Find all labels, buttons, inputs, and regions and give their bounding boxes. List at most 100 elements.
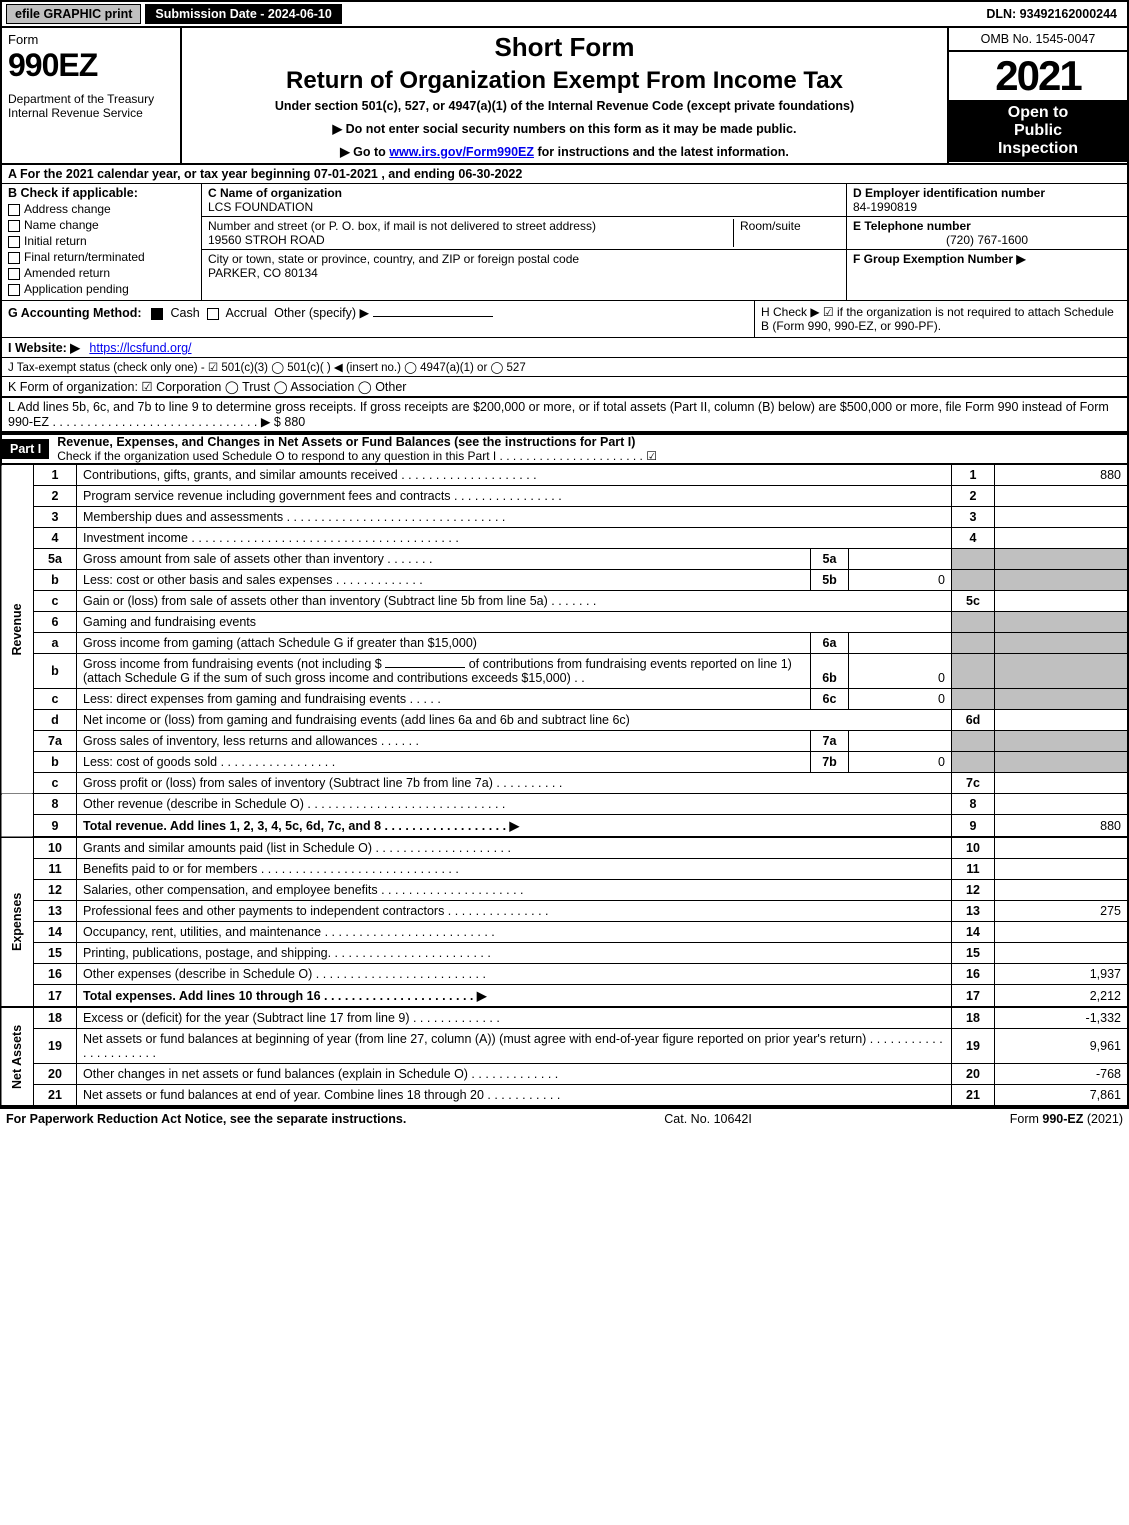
line-17-amount: 2,212 xyxy=(995,985,1129,1008)
footer-center: Cat. No. 10642I xyxy=(664,1112,752,1126)
line-5c-text: Gain or (loss) from sale of assets other… xyxy=(77,591,952,612)
department-text: Department of the Treasury Internal Reve… xyxy=(8,92,174,120)
line-5a-text: Gross amount from sale of assets other t… xyxy=(77,549,811,569)
line-1-text: Contributions, gifts, grants, and simila… xyxy=(77,465,952,486)
c-name-label: C Name of organization xyxy=(208,186,342,200)
line-7c-text: Gross profit or (loss) from sales of inv… xyxy=(77,773,952,794)
e-label: E Telephone number xyxy=(853,219,971,233)
part-i-title: Revenue, Expenses, and Changes in Net As… xyxy=(57,435,1127,449)
checkbox-cash[interactable] xyxy=(151,308,163,320)
line-j: J Tax-exempt status (check only one) - ☑… xyxy=(0,358,1129,377)
org-name: LCS FOUNDATION xyxy=(208,200,313,214)
omb-number: OMB No. 1545-0047 xyxy=(949,28,1127,52)
checkbox-accrual[interactable] xyxy=(207,308,219,320)
short-form-title: Short Form xyxy=(192,32,937,63)
line-11-text: Benefits paid to or for members . . . . … xyxy=(77,859,952,880)
c-street-label: Number and street (or P. O. box, if mail… xyxy=(208,219,596,233)
top-bar: efile GRAPHIC print Submission Date - 20… xyxy=(0,0,1129,28)
footer-right: Form 990-EZ (2021) xyxy=(1010,1112,1123,1126)
note-goto: ▶ Go to www.irs.gov/Form990EZ for instru… xyxy=(192,144,937,159)
line-5b-text: Less: cost or other basis and sales expe… xyxy=(77,570,811,590)
checkbox-final-return[interactable]: Final return/terminated xyxy=(8,250,195,264)
line-10-text: Grants and similar amounts paid (list in… xyxy=(77,837,952,859)
line-l: L Add lines 5b, 6c, and 7b to line 9 to … xyxy=(0,398,1129,433)
tax-year: 2021 xyxy=(949,52,1127,100)
line-6-text: Gaming and fundraising events xyxy=(77,612,952,633)
revenue-expenses-table: Revenue 1 Contributions, gifts, grants, … xyxy=(0,465,1129,1107)
line-8-text: Other revenue (describe in Schedule O) .… xyxy=(77,794,952,815)
line-17-text: Total expenses. Add lines 10 through 16 … xyxy=(77,985,952,1008)
line-k: K Form of organization: ☑ Corporation ◯ … xyxy=(0,377,1129,398)
line-19-amount: 9,961 xyxy=(995,1029,1129,1064)
return-title: Return of Organization Exempt From Incom… xyxy=(192,67,937,95)
form-label: Form xyxy=(8,32,174,47)
org-city: PARKER, CO 80134 xyxy=(208,266,318,280)
form-number: 990EZ xyxy=(8,47,174,84)
line-19-text: Net assets or fund balances at beginning… xyxy=(77,1029,952,1064)
note-ssn: ▶ Do not enter social security numbers o… xyxy=(192,121,937,136)
section-c: C Name of organization LCS FOUNDATION Nu… xyxy=(202,184,847,300)
line-12-text: Salaries, other compensation, and employ… xyxy=(77,880,952,901)
section-bcdef: B Check if applicable: Address change Na… xyxy=(0,184,1129,301)
line-9-amount: 880 xyxy=(995,815,1129,838)
section-def: D Employer identification number 84-1990… xyxy=(847,184,1127,300)
checkbox-address-change[interactable]: Address change xyxy=(8,202,195,216)
line-9-text: Total revenue. Add lines 1, 2, 3, 4, 5c,… xyxy=(77,815,952,838)
org-street: 19560 STROH ROAD xyxy=(208,233,325,247)
expenses-side-label: Expenses xyxy=(1,837,34,1007)
line-6d-text: Net income or (loss) from gaming and fun… xyxy=(77,710,952,731)
d-label: D Employer identification number xyxy=(853,186,1045,200)
line-21-text: Net assets or fund balances at end of ye… xyxy=(77,1085,952,1107)
phone: (720) 767-1600 xyxy=(853,233,1121,247)
line-6c-text: Less: direct expenses from gaming and fu… xyxy=(77,689,811,709)
line-16-text: Other expenses (describe in Schedule O) … xyxy=(77,964,952,985)
line-16-amount: 1,937 xyxy=(995,964,1129,985)
line-13-text: Professional fees and other payments to … xyxy=(77,901,952,922)
line-21-amount: 7,861 xyxy=(995,1085,1129,1107)
efile-print-button[interactable]: efile GRAPHIC print xyxy=(6,4,141,24)
footer-left: For Paperwork Reduction Act Notice, see … xyxy=(6,1112,406,1126)
line-4-text: Investment income . . . . . . . . . . . … xyxy=(77,528,952,549)
line-h: H Check ▶ ☑ if the organization is not r… xyxy=(754,301,1127,337)
website-link[interactable]: https://lcsfund.org/ xyxy=(89,341,191,355)
c-city-label: City or town, state or province, country… xyxy=(208,252,579,266)
form-footer: For Paperwork Reduction Act Notice, see … xyxy=(0,1107,1129,1129)
line-18-text: Excess or (deficit) for the year (Subtra… xyxy=(77,1007,952,1029)
f-label: F Group Exemption Number ▶ xyxy=(853,252,1026,266)
revenue-side-label: Revenue xyxy=(1,465,34,794)
part-i-label: Part I xyxy=(2,439,49,459)
line-i-label: I Website: ▶ xyxy=(8,341,80,355)
line-7b-text: Less: cost of goods sold . . . . . . . .… xyxy=(77,752,811,772)
line-6b-text1: Gross income from fundraising events (no… xyxy=(83,657,382,671)
under-section-text: Under section 501(c), 527, or 4947(a)(1)… xyxy=(192,99,937,113)
dln: DLN: 93492162000244 xyxy=(976,4,1127,24)
line-7a-text: Gross sales of inventory, less returns a… xyxy=(77,731,811,751)
part-i-header: Part I Revenue, Expenses, and Changes in… xyxy=(0,433,1129,465)
part-i-check: Check if the organization used Schedule … xyxy=(57,449,1127,463)
line-1-amount: 880 xyxy=(995,465,1129,486)
line-20-text: Other changes in net assets or fund bala… xyxy=(77,1064,952,1085)
line-13-amount: 275 xyxy=(995,901,1129,922)
section-a: A For the 2021 calendar year, or tax yea… xyxy=(0,165,1129,184)
line-14-text: Occupancy, rent, utilities, and maintena… xyxy=(77,922,952,943)
checkbox-application-pending[interactable]: Application pending xyxy=(8,282,195,296)
line-15-text: Printing, publications, postage, and shi… xyxy=(77,943,952,964)
note-goto-post: for instructions and the latest informat… xyxy=(534,145,789,159)
line-2-text: Program service revenue including govern… xyxy=(77,486,952,507)
checkbox-initial-return[interactable]: Initial return xyxy=(8,234,195,248)
open-public-inspection: Open to Public Inspection xyxy=(949,100,1127,162)
line-20-amount: -768 xyxy=(995,1064,1129,1085)
checkbox-amended-return[interactable]: Amended return xyxy=(8,266,195,280)
section-b-title: B Check if applicable: xyxy=(8,186,195,200)
irs-link[interactable]: www.irs.gov/Form990EZ xyxy=(389,145,534,159)
line-18-amount: -1,332 xyxy=(995,1007,1129,1029)
ein: 84-1990819 xyxy=(853,200,917,214)
checkbox-name-change[interactable]: Name change xyxy=(8,218,195,232)
form-header: Form 990EZ Department of the Treasury In… xyxy=(0,28,1129,165)
line-g: G Accounting Method: Cash Accrual Other … xyxy=(2,301,754,337)
note-goto-pre: ▶ Go to xyxy=(340,145,389,159)
line-6a-text: Gross income from gaming (attach Schedul… xyxy=(77,633,811,653)
room-suite-label: Room/suite xyxy=(733,219,840,247)
submission-date: Submission Date - 2024-06-10 xyxy=(145,4,341,24)
section-b: B Check if applicable: Address change Na… xyxy=(2,184,202,300)
